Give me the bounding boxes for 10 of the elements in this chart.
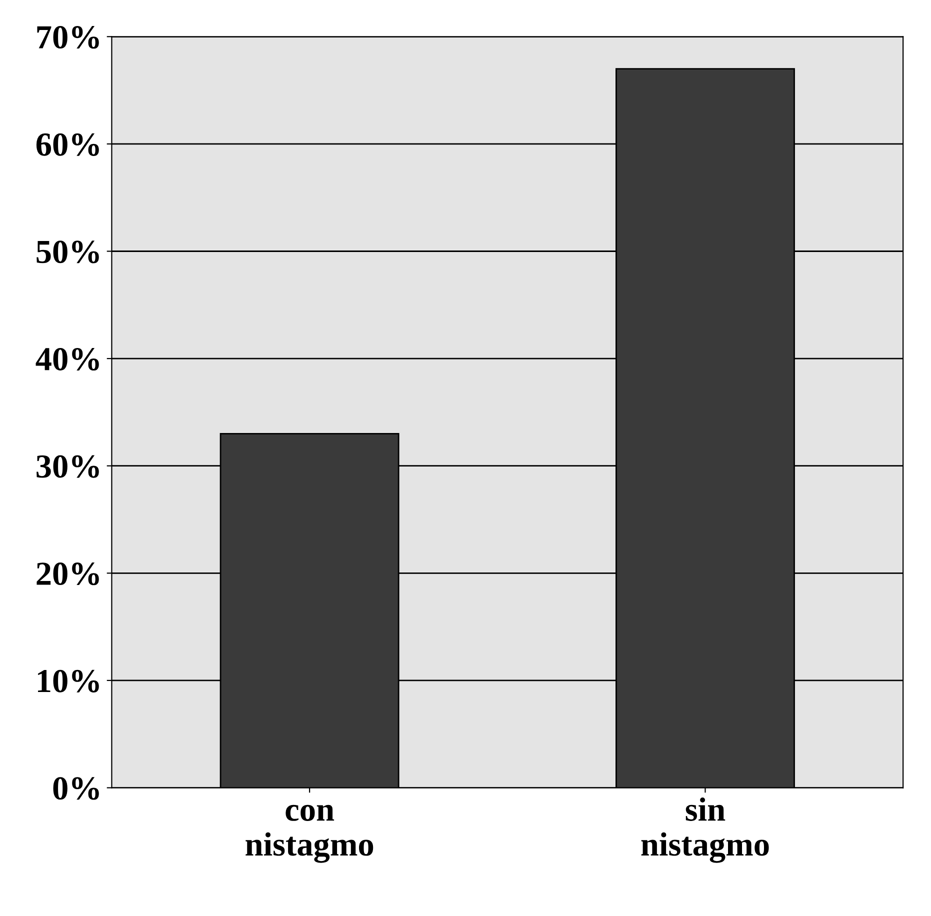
x-tick-label: sin nistagmo	[641, 797, 769, 863]
y-tick-label: 50%	[36, 240, 99, 264]
y-tick-label: 60%	[36, 133, 99, 156]
y-tick-label: 30%	[36, 455, 99, 478]
y-tick-label: 40%	[36, 348, 99, 371]
y-tick-label: 20%	[36, 562, 99, 586]
x-tick-label: con nistagmo	[246, 804, 374, 863]
y-tick-label: 70%	[37, 26, 99, 49]
y-tick-label: 10%	[38, 670, 99, 692]
y-tick-label: 0%	[53, 777, 99, 800]
